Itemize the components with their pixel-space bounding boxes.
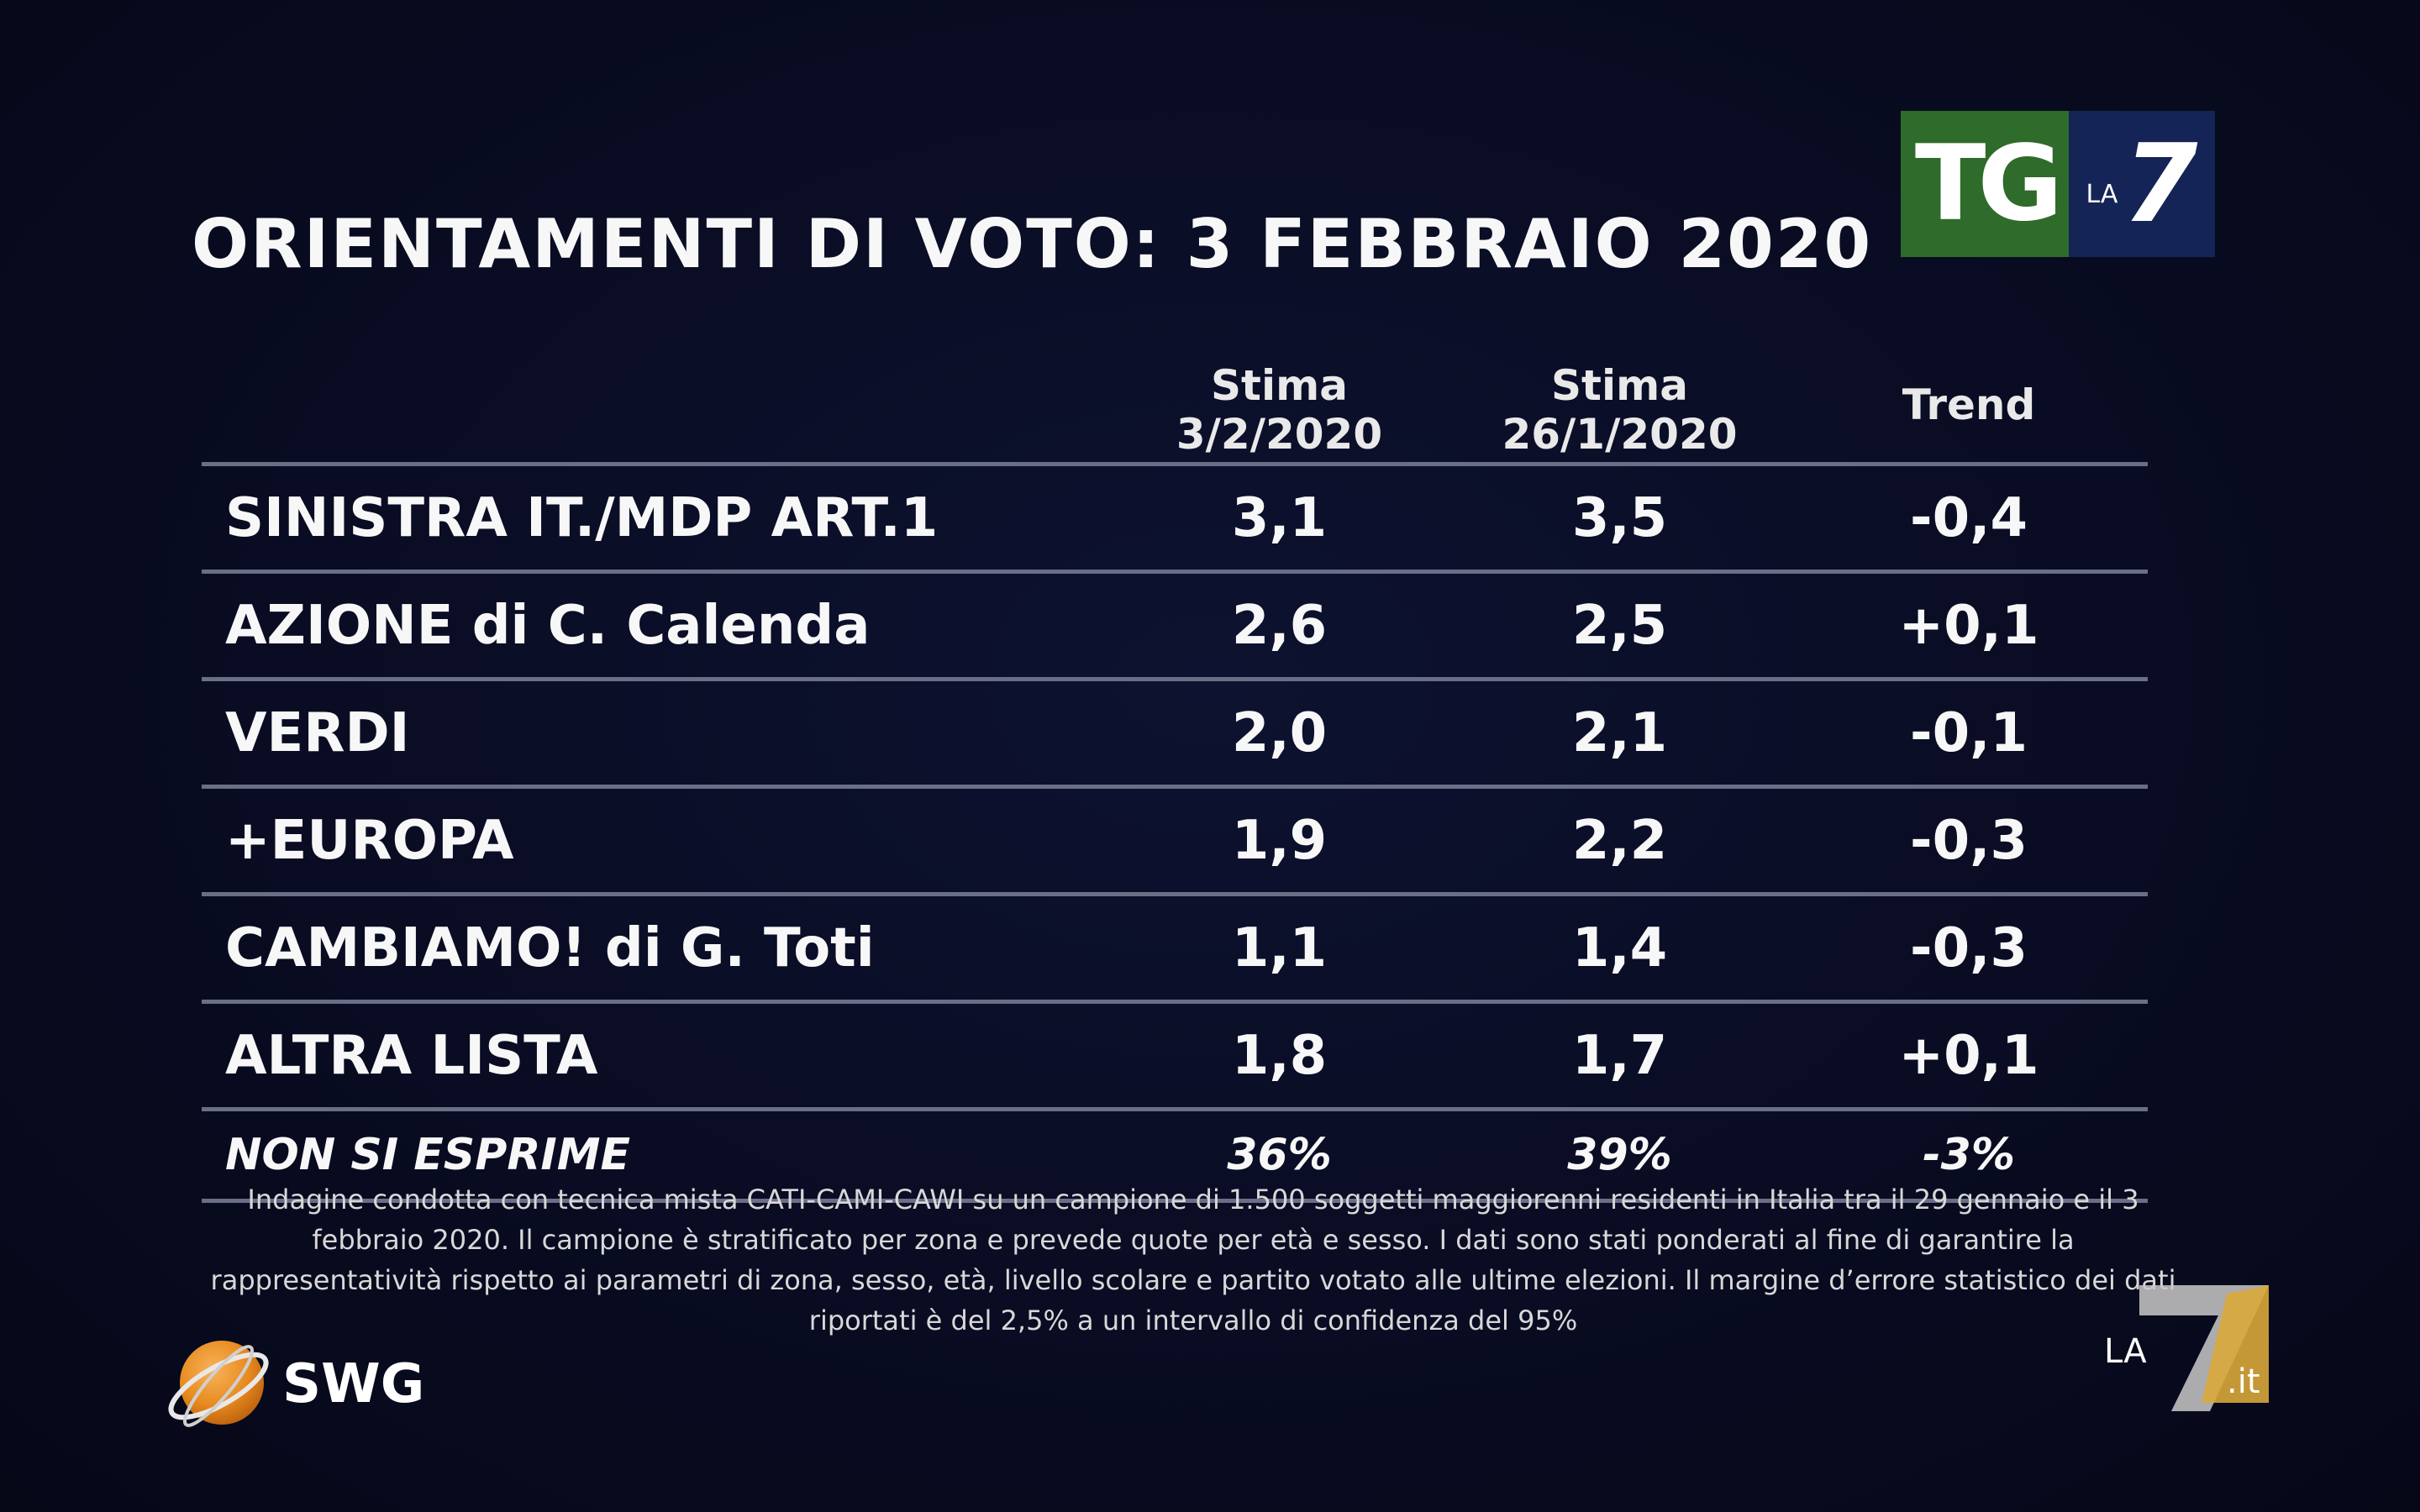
page-title: ORIENTAMENTI DI VOTO: 3 FEBBRAIO 2020 bbox=[192, 205, 1873, 283]
header-stima-26-1: Stima 26/1/2020 bbox=[1449, 319, 1790, 466]
trend-cell: -3% bbox=[1790, 1109, 2148, 1203]
trend-cell: +0,1 bbox=[1790, 571, 2148, 681]
header-stima-3-2: Stima 3/2/2020 bbox=[1109, 319, 1449, 466]
stima-3-2-cell: 1,1 bbox=[1109, 894, 1449, 1004]
stima-26-1-cell: 2,2 bbox=[1449, 786, 1790, 896]
party-cell: ALTRA LISTA bbox=[202, 1001, 1109, 1111]
tg-logo-text: TG bbox=[1901, 111, 2069, 257]
stima-3-2-cell: 3,1 bbox=[1109, 464, 1449, 574]
stima-3-2-cell: 1,8 bbox=[1109, 1001, 1449, 1111]
poll-table: Stima 3/2/2020 Stima 26/1/2020 Trend SIN… bbox=[202, 319, 2148, 1203]
la7-it-la: LA bbox=[2104, 1332, 2147, 1371]
table-row: CAMBIAMO! di G. Toti 1,1 1,4 -0,3 bbox=[202, 894, 2148, 1004]
party-cell: CAMBIAMO! di G. Toti bbox=[202, 894, 1109, 1004]
table-row: VERDI 2,0 2,1 -0,1 bbox=[202, 679, 2148, 789]
swg-logo: SWG bbox=[160, 1326, 424, 1443]
stima-3-2-cell: 36% bbox=[1109, 1109, 1449, 1203]
stima-3-2-cell: 2,0 bbox=[1109, 679, 1449, 789]
header-stima-3-2-line2: 3/2/2020 bbox=[1176, 409, 1383, 459]
table-row: NON SI ESPRIME 36% 39% -3% bbox=[202, 1109, 2148, 1203]
table-row: ALTRA LISTA 1,8 1,7 +0,1 bbox=[202, 1001, 2148, 1111]
swg-logo-text: SWG bbox=[282, 1353, 425, 1415]
party-cell: +EUROPA bbox=[202, 786, 1109, 896]
la7-logo-seven: 7 bbox=[2123, 121, 2198, 247]
table-body: SINISTRA IT./MDP ART.1 3,1 3,5 -0,4 AZIONE d… bbox=[202, 464, 2148, 1203]
tg-la7-logo: TG LA 7 bbox=[1901, 111, 2215, 257]
stima-26-1-cell: 2,5 bbox=[1449, 571, 1790, 681]
la7-logo-block: LA 7 bbox=[2069, 111, 2215, 257]
swg-globe-icon bbox=[168, 1341, 269, 1427]
la7-it-watermark-icon: LA .it bbox=[2104, 1285, 2269, 1411]
la7-logo-la: LA bbox=[2086, 179, 2118, 209]
header-stima-3-2-line1: Stima bbox=[1211, 361, 1348, 410]
stima-26-1-cell: 39% bbox=[1449, 1109, 1790, 1203]
trend-cell: -0,4 bbox=[1790, 464, 2148, 574]
stima-26-1-cell: 2,1 bbox=[1449, 679, 1790, 789]
header-stima-26-1-line1: Stima bbox=[1551, 361, 1688, 410]
party-cell: SINISTRA IT./MDP ART.1 bbox=[202, 464, 1109, 574]
table-row: +EUROPA 1,9 2,2 -0,3 bbox=[202, 786, 2148, 896]
trend-cell: -0,3 bbox=[1790, 894, 2148, 1004]
party-cell: NON SI ESPRIME bbox=[202, 1109, 1109, 1203]
header-party bbox=[202, 319, 1109, 466]
stima-3-2-cell: 2,6 bbox=[1109, 571, 1449, 681]
stima-26-1-cell: 1,4 bbox=[1449, 894, 1790, 1004]
table-header-row: Stima 3/2/2020 Stima 26/1/2020 Trend bbox=[202, 319, 2148, 466]
trend-cell: +0,1 bbox=[1790, 1001, 2148, 1111]
trend-cell: -0,1 bbox=[1790, 679, 2148, 789]
table-row: SINISTRA IT./MDP ART.1 3,1 3,5 -0,4 bbox=[202, 464, 2148, 574]
header-stima-26-1-line2: 26/1/2020 bbox=[1502, 409, 1738, 459]
la7-it-suffix: .it bbox=[2227, 1362, 2260, 1401]
trend-cell: -0,3 bbox=[1790, 786, 2148, 896]
stima-26-1-cell: 1,7 bbox=[1449, 1001, 1790, 1111]
party-cell: VERDI bbox=[202, 679, 1109, 789]
stima-3-2-cell: 1,9 bbox=[1109, 786, 1449, 896]
methodology-note: Indagine condotta con tecnica mista CATI… bbox=[210, 1184, 2176, 1336]
stima-26-1-cell: 3,5 bbox=[1449, 464, 1790, 574]
header-trend: Trend bbox=[1790, 319, 2148, 466]
table-row: AZIONE di C. Calenda 2,6 2,5 +0,1 bbox=[202, 571, 2148, 681]
party-cell: AZIONE di C. Calenda bbox=[202, 571, 1109, 681]
